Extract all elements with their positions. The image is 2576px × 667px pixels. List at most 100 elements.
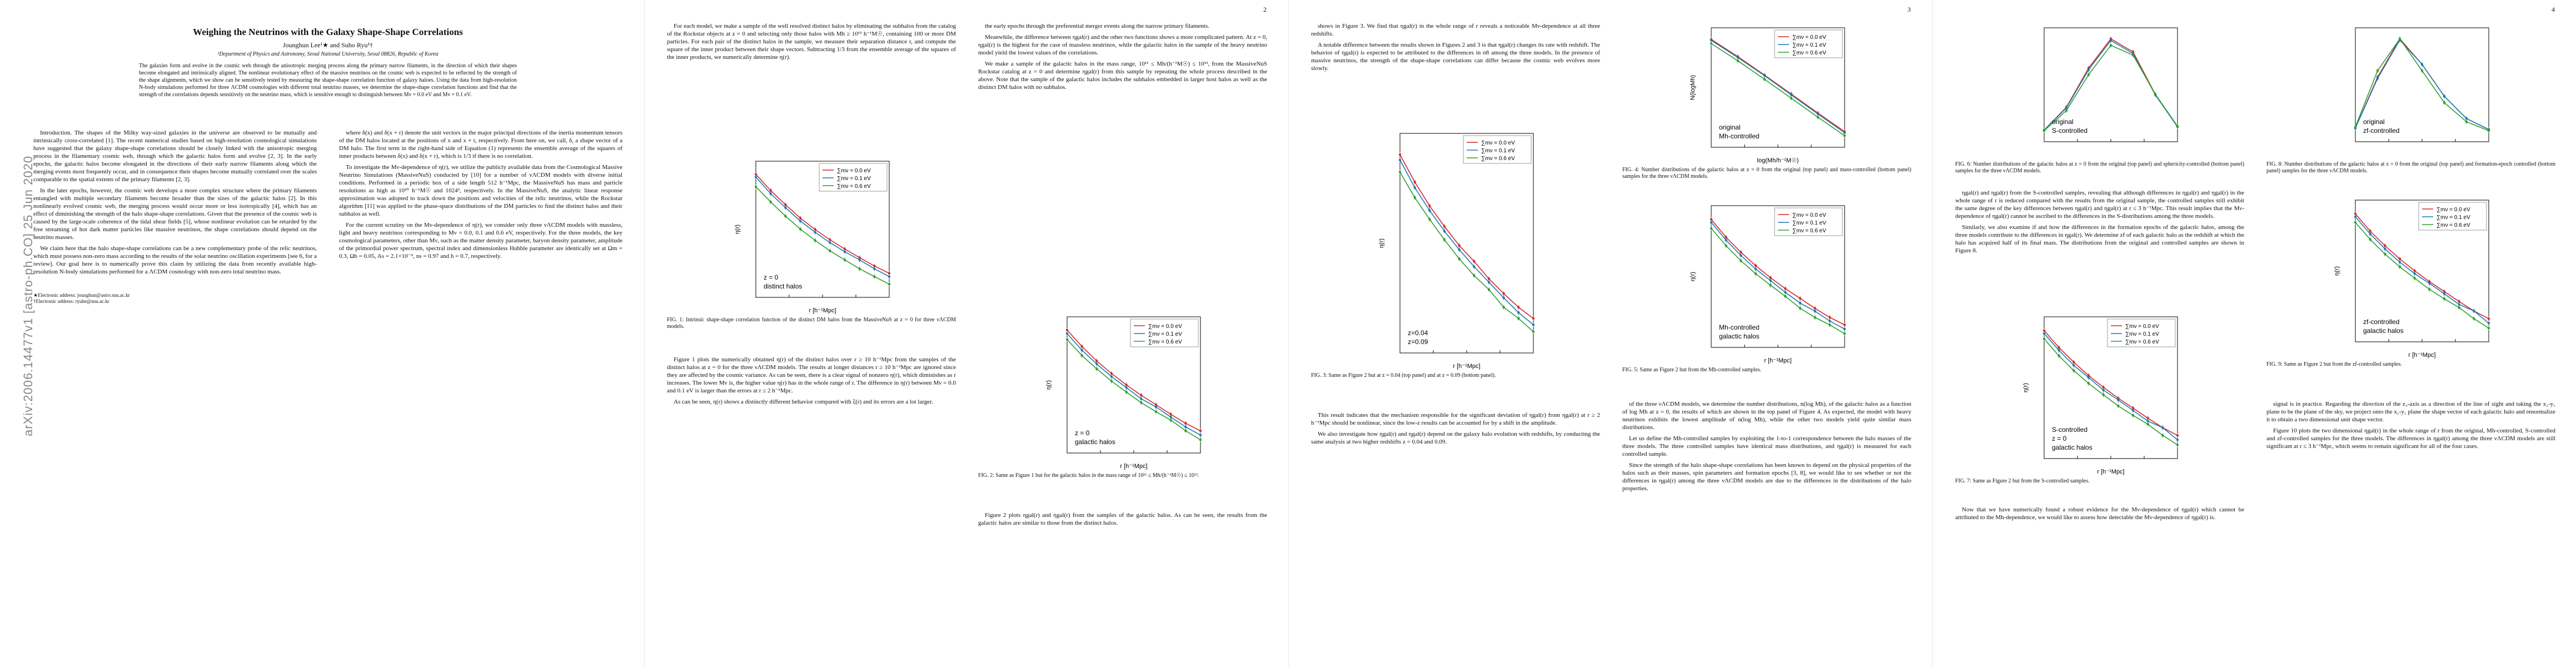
- legend-label: ∑mν = 0.1 eV: [837, 176, 871, 182]
- mass-distribution-chart: ∑mν = 0.0 eV∑mν = 0.1 eV ∑mν = 0.6 eV N(lo…: [1690, 27, 1846, 164]
- data-point: [2065, 109, 2068, 112]
- data-point: [2057, 355, 2060, 357]
- series-line: [2044, 333, 2178, 440]
- data-point: [814, 231, 816, 234]
- legend-box: [819, 163, 888, 192]
- data-point: [1110, 380, 1113, 382]
- data-point: [2072, 361, 2075, 364]
- series-line: [755, 186, 890, 285]
- figure-caption: FIG. 5: Same as Figure 2 but from the Mh…: [1622, 367, 1761, 373]
- data-point: [1798, 307, 1802, 310]
- x-axis-label: r [h⁻¹Mpc]: [1453, 363, 1480, 370]
- data-point: [2443, 297, 2446, 300]
- data-point: [1532, 330, 1535, 333]
- data-point: [1517, 317, 1520, 320]
- page-4: 4 S-controlled original FIG. 6: Number di…: [1932, 0, 2576, 667]
- eta-chart-s-controlled: ∑mν = 0.0 eV∑mν = 0.1 eV ∑mν = 0.6 eV η(r)…: [2022, 316, 2179, 475]
- data-point: [1532, 323, 1535, 326]
- data-point: [754, 185, 758, 188]
- figure-caption: FIG. 1: Intrinsic shape-shape correlatio…: [667, 317, 956, 330]
- data-point: [2443, 290, 2446, 293]
- column-left-lower: Figure 1 plots the numerically obtained …: [667, 356, 956, 409]
- data-point: [2487, 129, 2490, 132]
- data-point: [1199, 429, 1202, 432]
- data-point: [2102, 389, 2105, 392]
- data-point: [1517, 306, 1520, 309]
- page-number: 3: [1907, 6, 1911, 13]
- y-axis-label: η(r): [2334, 266, 2340, 276]
- data-point: [1736, 59, 1740, 62]
- data-point: [1813, 310, 1816, 312]
- data-point: [1473, 265, 1476, 268]
- column-right: of the three νΛCDM models, we determine …: [1622, 400, 1911, 496]
- data-point: [2369, 230, 2371, 233]
- data-point: [1065, 328, 1069, 331]
- page-3: 3 shows in Figure 3. We find that ηgal(r…: [1288, 0, 1933, 667]
- data-point: [1095, 362, 1098, 365]
- data-point: [1184, 429, 1187, 432]
- legend-label: ∑mν = 0.6 eV: [2125, 339, 2159, 345]
- eta-chart-zf-controlled: ∑mν = 0.0 eV ∑mν = 0.1 eV∑mν = 0.6 eV η(r)…: [2334, 200, 2490, 359]
- data-point: [1458, 244, 1461, 247]
- data-point: [1813, 307, 1816, 310]
- paragraph: Introduction. The shapes of the Milky wa…: [33, 130, 317, 183]
- abstract: The galaxies form and evolve in the cosm…: [139, 63, 517, 98]
- paragraph: Figure 1 plots the numerically obtained …: [667, 356, 956, 394]
- legend-box: [1774, 207, 1843, 236]
- data-point: [1754, 272, 1757, 275]
- data-point: [2065, 106, 2068, 109]
- plot-annotation: original: [2363, 118, 2385, 126]
- data-point: [2042, 332, 2046, 335]
- figure-2: ∑mν = 0.0 eV ∑mν = 0.1 eV ∑mν = 0.6 eV η(r)…: [978, 311, 1267, 495]
- plot-annotation: S-controlled: [2052, 127, 2087, 135]
- data-point: [1816, 112, 1820, 116]
- plot-annotation: z = 0: [2052, 435, 2067, 442]
- legend-box: [1463, 135, 1532, 164]
- data-point: [1725, 238, 1727, 242]
- data-point: [1798, 297, 1802, 300]
- data-point: [2413, 269, 2416, 272]
- data-point: [2087, 73, 2090, 76]
- data-point: [2443, 94, 2446, 98]
- data-point: [858, 267, 861, 270]
- legend-label: ∑mν = 0.6 eV: [1481, 156, 1515, 162]
- figure-9: ∑mν = 0.0 eV ∑mν = 0.1 eV ∑mν = 0.6 eV η(r)…: [2266, 195, 2555, 378]
- data-point: [1790, 93, 1793, 96]
- data-point: [769, 189, 772, 192]
- page-number: 4: [2552, 6, 2555, 13]
- figure-1: ∑mν = 0.0 eV ∑mν = 0.1 eV ∑mν = 0.6 eV η(r)…: [667, 156, 956, 334]
- plot-annotation: zf-controlled: [2363, 127, 2399, 135]
- paragraph: Now that we have numerically found a rob…: [1955, 506, 2244, 521]
- data-point: [1443, 225, 1446, 228]
- data-point: [2465, 117, 2468, 120]
- data-point: [1398, 153, 1402, 156]
- series-line: [1711, 39, 1845, 133]
- data-point: [2102, 386, 2105, 389]
- paragraph: For each model, we make a sample of the …: [667, 23, 956, 61]
- data-point: [1502, 292, 1505, 295]
- data-point: [1710, 42, 1713, 45]
- data-point: [843, 258, 846, 261]
- data-point: [799, 227, 802, 231]
- data-point: [2161, 426, 2164, 429]
- data-point: [1710, 39, 1713, 42]
- data-point: [1428, 209, 1431, 212]
- column-left-lower: This result indicates that the mechanism…: [1311, 411, 1600, 449]
- data-point: [2376, 77, 2379, 80]
- figure-caption: FIG. 3: Same as Figure 2 but at z = 0.04…: [1311, 372, 1496, 379]
- data-point: [2109, 44, 2112, 47]
- data-point: [1184, 425, 1187, 429]
- data-point: [2154, 93, 2157, 96]
- data-point: [2087, 382, 2090, 385]
- data-point: [1754, 267, 1757, 271]
- data-point: [1784, 295, 1787, 298]
- column-left-lower: Now that we have numerically found a rob…: [1955, 506, 2244, 525]
- data-point: [1428, 205, 1431, 207]
- paragraph: In the later epochs, however, the cosmic…: [33, 187, 317, 241]
- data-point: [2146, 423, 2149, 426]
- data-point: [2458, 303, 2460, 306]
- data-point: [1784, 287, 1787, 290]
- data-point: [1080, 345, 1083, 348]
- data-point: [888, 283, 891, 286]
- data-point: [2473, 310, 2475, 312]
